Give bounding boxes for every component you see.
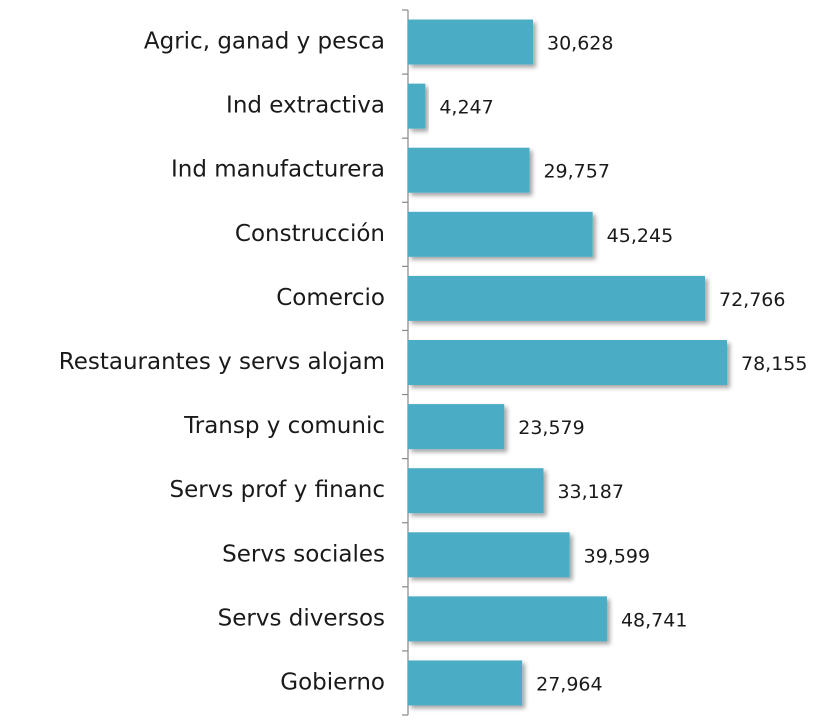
value-label: 48,741 xyxy=(621,609,687,631)
category-label: Servs diversos xyxy=(218,605,385,631)
category-label: Servs sociales xyxy=(222,541,385,567)
category-label: Transp y comunic xyxy=(183,413,385,439)
value-label: 30,628 xyxy=(547,33,613,55)
category-label: Comercio xyxy=(276,285,385,311)
category-label: Servs prof y financ xyxy=(170,477,385,503)
value-label: 4,247 xyxy=(439,97,493,119)
value-label: 27,964 xyxy=(536,673,602,695)
bar xyxy=(408,211,593,257)
value-label: 39,599 xyxy=(584,545,650,567)
bar xyxy=(408,596,607,642)
category-label: Construcción xyxy=(235,221,385,247)
bar xyxy=(408,83,426,129)
bar xyxy=(408,275,706,321)
value-label: 29,757 xyxy=(543,161,609,183)
bar xyxy=(408,147,530,193)
value-label: 72,766 xyxy=(719,289,785,311)
category-label: Gobierno xyxy=(280,669,385,695)
category-label: Agric, ganad y pesca xyxy=(144,29,385,55)
bar xyxy=(408,532,570,578)
bar xyxy=(408,19,534,65)
value-label: 23,579 xyxy=(518,417,584,439)
bar xyxy=(408,468,544,514)
bar xyxy=(408,404,505,450)
value-label: 45,245 xyxy=(607,225,673,247)
bar xyxy=(408,660,523,706)
value-label: 78,155 xyxy=(741,353,807,375)
bar xyxy=(408,340,727,385)
category-label: Ind extractiva xyxy=(226,93,385,119)
category-label: Ind manufacturera xyxy=(171,157,385,183)
category-label: Restaurantes y servs alojam xyxy=(59,349,385,375)
plot-area: Agric, ganad y pesca 30,628 Ind extractiva… xyxy=(59,9,807,716)
value-label: 33,187 xyxy=(557,481,623,503)
